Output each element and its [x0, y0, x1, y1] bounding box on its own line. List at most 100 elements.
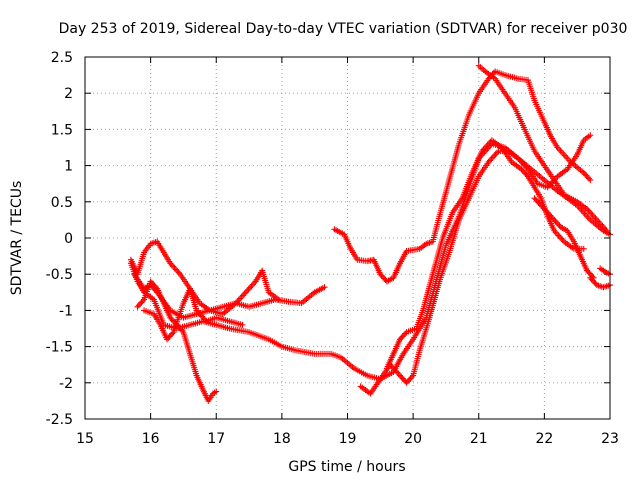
data-point — [589, 277, 596, 284]
x-tick-label: 16 — [142, 431, 160, 447]
data-point — [540, 205, 547, 212]
data-point — [213, 388, 220, 395]
data-point — [275, 296, 282, 303]
series-track-9 — [357, 132, 594, 397]
data-point — [538, 202, 545, 209]
data-point — [521, 169, 528, 176]
y-tick-label: 0.5 — [51, 195, 73, 211]
series-track-3 — [127, 238, 282, 318]
data-point — [542, 206, 549, 213]
x-tick-label: 21 — [470, 431, 488, 447]
x-tick-label: 19 — [339, 431, 357, 447]
data-point — [398, 374, 405, 381]
y-tick-label: 1 — [64, 159, 73, 175]
data-point — [586, 175, 592, 182]
data-point — [397, 372, 403, 379]
data-point — [545, 211, 552, 218]
y-tick-label: 0 — [64, 231, 73, 247]
data-point — [519, 167, 526, 174]
data-point — [586, 270, 593, 277]
data-point — [402, 330, 409, 337]
data-point — [321, 284, 328, 291]
data-point — [588, 276, 595, 283]
data-point — [587, 271, 594, 278]
y-axis-label: SDTVAR / TECUs — [9, 181, 25, 296]
y-tick-label: -1.5 — [46, 340, 73, 356]
plot-frame — [84, 56, 611, 420]
data-point — [552, 218, 559, 225]
data-point — [523, 172, 530, 179]
y-tick-label: -1 — [59, 303, 73, 319]
x-axis-label: GPS time / hours — [288, 459, 405, 475]
data-point — [139, 297, 146, 304]
data-point — [403, 379, 410, 386]
data-point — [377, 271, 384, 278]
data-point — [400, 332, 407, 339]
data-point — [544, 209, 551, 216]
x-tick-label: 23 — [601, 431, 619, 447]
data-point — [603, 227, 610, 234]
data-point — [580, 245, 587, 252]
data-point — [408, 374, 415, 381]
data-point — [167, 332, 174, 339]
data-point — [536, 200, 543, 207]
data-point — [584, 174, 591, 181]
data-point — [165, 334, 172, 341]
data-point — [587, 132, 594, 139]
y-tick-label: -2 — [59, 376, 73, 392]
data-point — [397, 336, 403, 343]
data-point — [580, 169, 587, 176]
data-point — [539, 203, 546, 210]
x-tick-label: 17 — [207, 431, 225, 447]
x-tick-label: 15 — [76, 431, 94, 447]
data-point — [179, 327, 186, 334]
data-point — [547, 212, 554, 219]
x-tick-label: 22 — [535, 431, 553, 447]
data-point — [148, 279, 155, 286]
data-point — [404, 378, 411, 385]
data-point — [518, 166, 525, 173]
series-track-10 — [531, 195, 597, 281]
data-point — [543, 208, 550, 215]
axes: 15 16 17 18 19 20 21 22 23 2.5 2 1.5 1 0.5 0 -0.5 -1 -1.5… — [46, 50, 619, 447]
data-point — [150, 281, 157, 288]
series-track-12 — [597, 265, 613, 278]
y-tick-label: 2 — [64, 86, 73, 102]
data-point — [164, 336, 171, 343]
x-tick-label: 20 — [404, 431, 422, 447]
data-point — [135, 302, 142, 309]
chart-title: Day 253 of 2019, Sidereal Day-to-day VTE… — [59, 21, 628, 37]
data-point — [555, 221, 562, 228]
data-point — [378, 272, 385, 279]
data-point — [407, 375, 414, 382]
data-point — [591, 279, 598, 286]
data-point — [147, 278, 154, 285]
data-point — [152, 284, 159, 291]
data-point — [399, 375, 406, 382]
data-point — [406, 376, 413, 383]
data-point — [585, 269, 592, 276]
series-track-4 — [134, 278, 220, 404]
data-point — [548, 214, 555, 221]
data-point — [522, 170, 529, 177]
data-point — [138, 299, 145, 306]
data-series — [127, 62, 613, 404]
data-point — [168, 316, 175, 323]
data-point — [381, 275, 388, 282]
data-point — [534, 198, 541, 205]
data-point — [134, 303, 141, 310]
data-point — [535, 199, 542, 206]
x-tick-label: 18 — [273, 431, 291, 447]
data-point — [551, 216, 558, 223]
data-point — [584, 267, 591, 274]
data-point — [582, 171, 589, 178]
data-point — [167, 314, 174, 321]
data-point — [553, 219, 560, 226]
y-tick-label: 2.5 — [51, 50, 73, 66]
data-point — [587, 274, 594, 281]
series-track-5 — [141, 285, 246, 343]
series-track-11 — [587, 274, 613, 291]
data-point — [587, 177, 594, 184]
data-point — [549, 215, 556, 222]
